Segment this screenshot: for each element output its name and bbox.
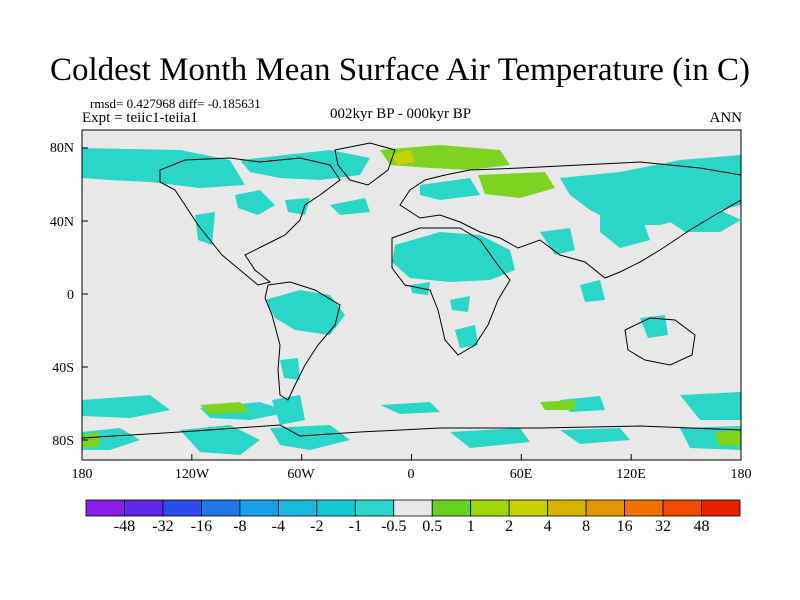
anomaly-region [680,392,741,420]
coastline [391,227,511,356]
anomaly-region [195,212,215,245]
colorbar-label: 2 [505,518,514,535]
lat-label: 40S [52,361,74,376]
anomaly-region [380,402,440,414]
anomaly-region [240,150,370,180]
coastline-layer [82,142,741,439]
colorbar-label: 0.5 [422,518,443,535]
anomaly-region [82,395,170,418]
anomaly-region [82,432,100,448]
lat-label: 80S [52,434,74,449]
lat-label: 80N [49,141,74,156]
anomaly-region [330,198,370,215]
colorbar-swatch [201,499,241,517]
colorbar-swatch [701,499,741,517]
colorbar-label: -8 [233,518,247,535]
anomaly-region [540,228,575,255]
season-label: ANN [709,110,743,126]
colorbar-swatch [124,499,164,517]
period-subtitle: 002kyr BP - 000kyr BP [330,106,472,122]
colorbar-swatch [316,499,356,517]
colorbar-swatch [354,499,395,517]
coastline [399,161,741,279]
colorbar-swatch [585,499,625,517]
colorbar-label: 16 [616,518,633,535]
colorbar-swatch [547,499,587,517]
colorbar-swatch [431,499,472,517]
lon-label: 0 [407,467,415,482]
coastline [334,142,396,186]
colorbar-label: -2 [310,518,324,535]
anomaly-region [280,358,300,380]
anomaly-region [600,212,650,248]
anomaly-region [270,425,350,450]
colorbar-label: 1 [466,518,475,535]
colorbar-label: -0.5 [381,518,407,535]
anomaly-region [272,395,305,425]
anomaly-region [478,172,555,198]
colorbar-swatch [662,499,702,517]
colorbar-swatch [508,499,549,517]
experiment-label: Expt = teiic1-teiia1 [82,110,198,126]
anomaly-region [450,428,530,448]
coastline [264,281,341,401]
lon-label: 60W [287,467,315,482]
anomaly-region [560,428,630,444]
anomaly-fill-layer [82,145,741,455]
colorbar-label: -4 [271,518,285,535]
anomaly-region [580,280,605,302]
colorbar [85,499,741,517]
coastline [624,317,696,366]
anomaly-region [450,296,470,312]
coastline [82,424,741,439]
colorbar-label: 4 [543,518,552,535]
anomaly-region [200,402,250,414]
colorbar-label: -16 [190,518,213,535]
colorbar-label: -32 [152,518,174,535]
anomaly-region [420,178,480,200]
anomaly-region [560,155,741,225]
lat-label: 40N [49,215,74,230]
axis-ticks [81,147,742,460]
colorbar-swatch [470,499,510,517]
lat-label: 0 [67,288,74,303]
anomaly-region [180,425,260,455]
anomaly-region [455,325,478,348]
anomaly-region [715,430,741,446]
lon-label: 120E [616,467,646,482]
coastline [159,157,341,286]
anomaly-region [265,290,345,335]
anomaly-region [392,232,515,282]
lon-label: 180 [730,467,752,482]
lon-label: 60E [509,467,533,482]
anomaly-region [660,210,741,232]
anomaly-region [235,190,275,215]
anomaly-region [390,150,415,165]
anomaly-region [380,145,510,170]
map-title: Coldest Month Mean Surface Air Temperatu… [50,52,750,88]
colorbar-swatch [239,499,279,517]
anomaly-region [640,315,668,338]
colorbar-swatch [277,499,318,517]
lon-label: 180 [71,467,93,482]
colorbar-swatch [624,499,664,517]
colorbar-swatch [85,499,125,517]
colorbar-label: -1 [348,518,362,535]
colorbar-label: 8 [582,518,591,535]
lon-label: 120W [174,467,210,482]
colorbar-swatch [393,499,433,517]
stats-text: rmsd= 0.427968 diff= -0.185631 [90,96,261,111]
anomaly-region [82,148,245,188]
colorbar-label: 48 [693,518,710,535]
colorbar-label: -48 [113,518,136,535]
colorbar-label: 32 [655,518,672,535]
colorbar-swatch [162,499,202,517]
anomaly-region [540,400,575,410]
anomaly-region [285,198,310,215]
